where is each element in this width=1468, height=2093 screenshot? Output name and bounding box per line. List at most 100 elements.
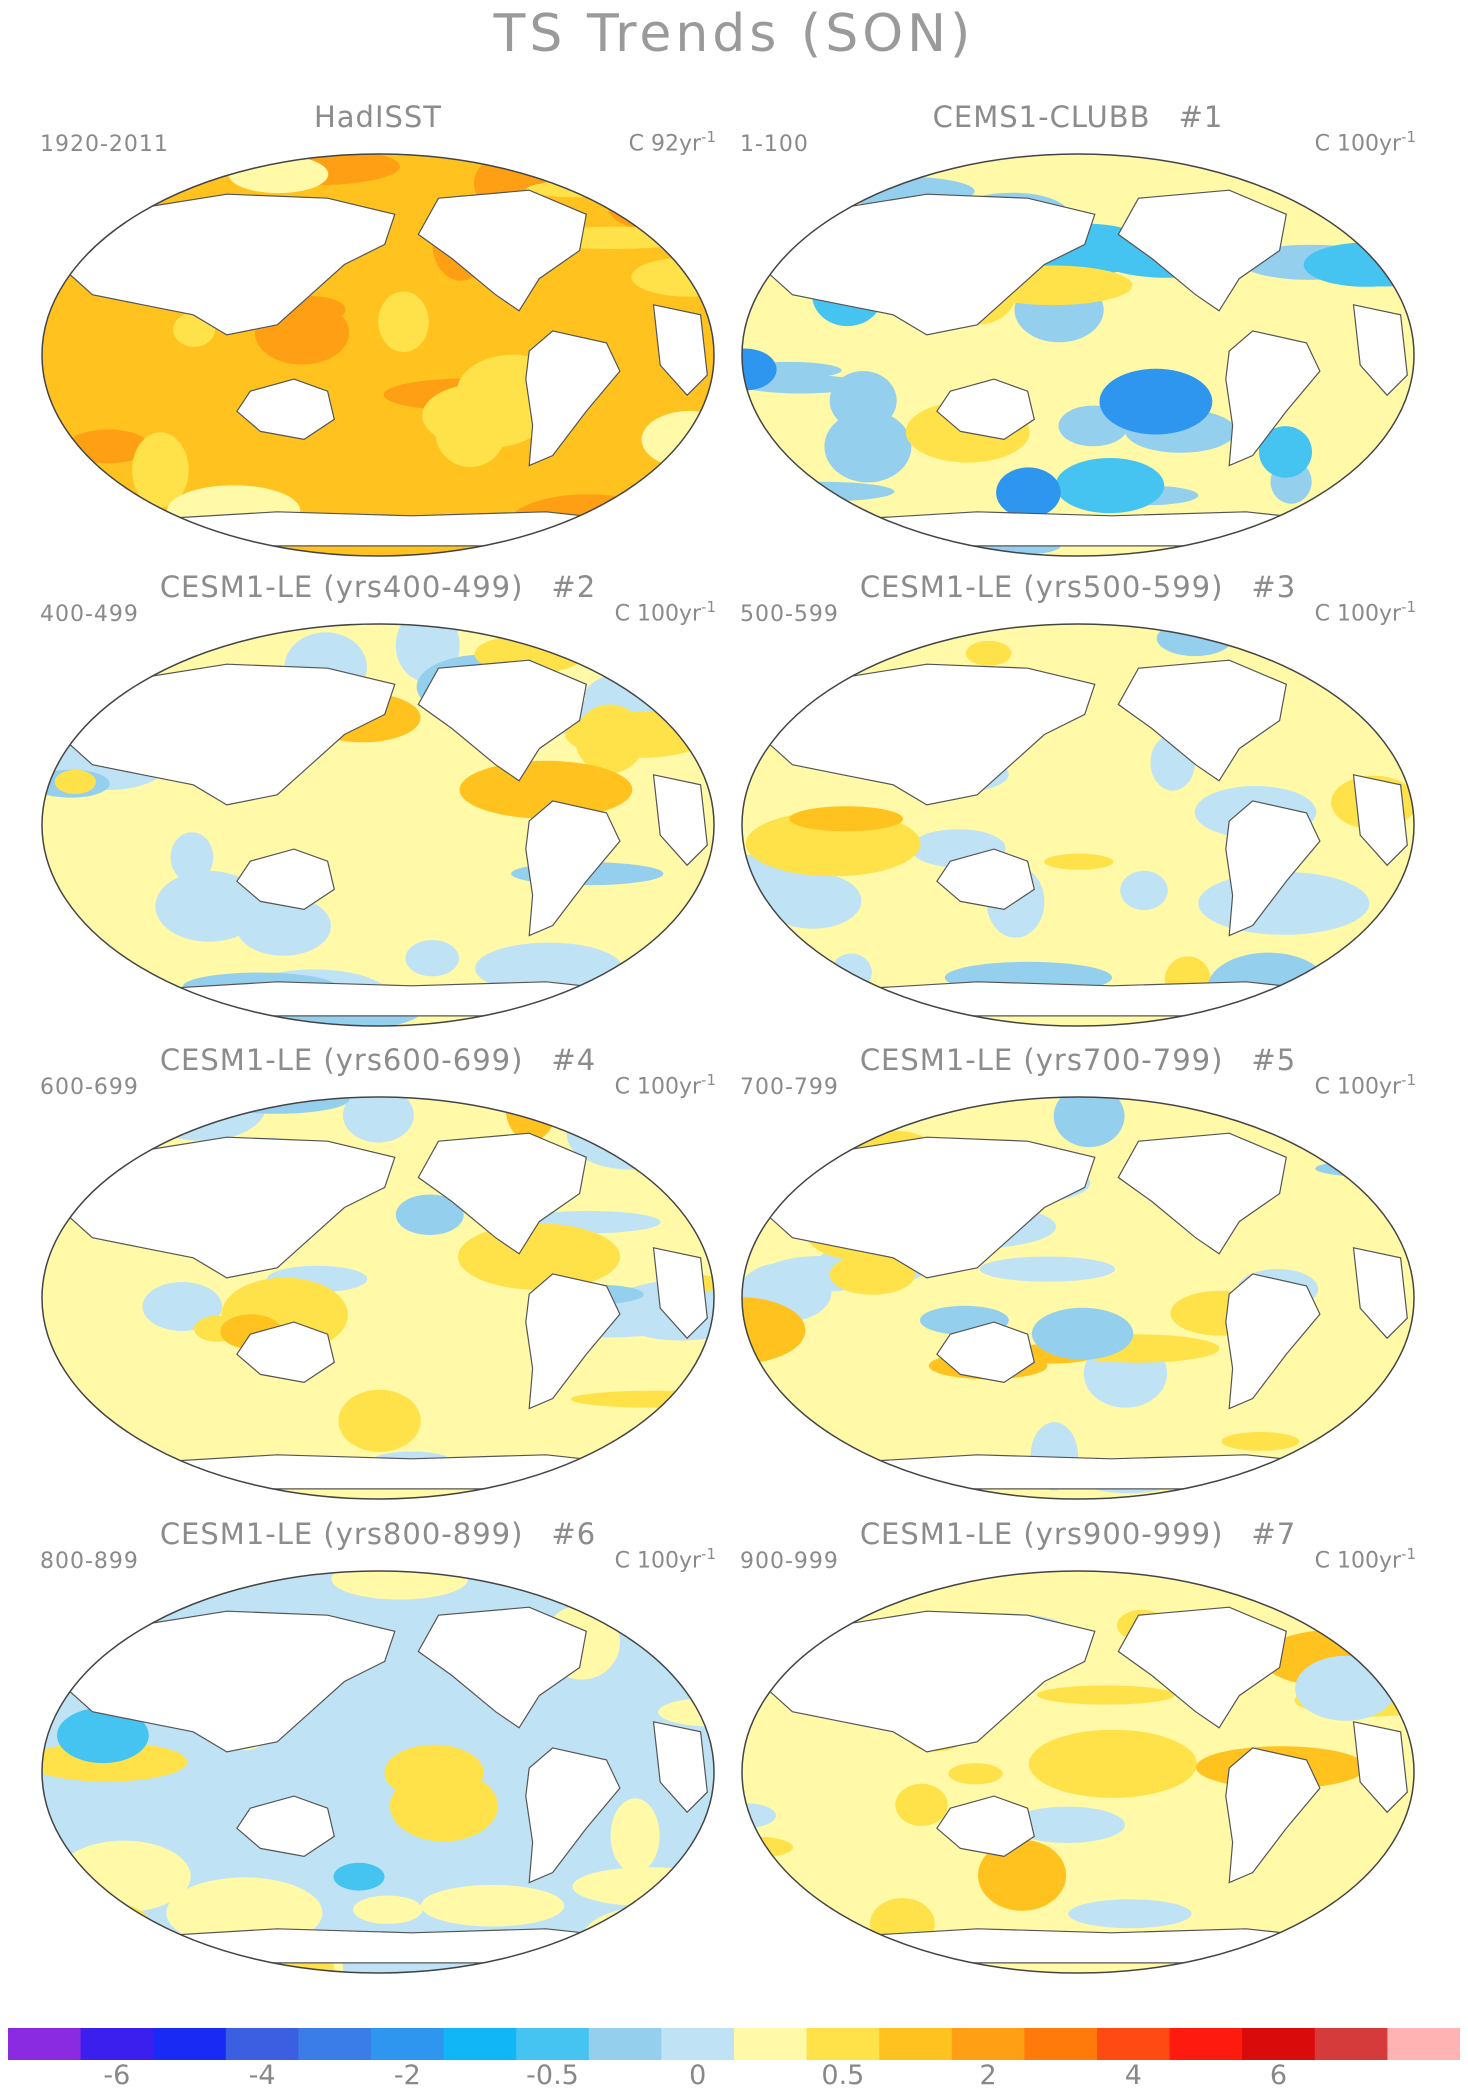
colorbar-swatch: [951, 2028, 1025, 2060]
landmass: [1117, 1132, 1287, 1255]
trend-contour: [1053, 1097, 1125, 1148]
landmass: [58, 193, 396, 336]
landmass: [1117, 659, 1287, 782]
map-panel: CESM1-LE (yrs700-799) #5 700-799 C 100yr-1: [728, 1043, 1428, 1513]
landmass: [525, 330, 621, 467]
landmass: [58, 1136, 396, 1279]
map-outline: [741, 1096, 1415, 1500]
trend-contour: [342, 1097, 414, 1143]
robinson-map: [741, 1096, 1415, 1500]
panel-title: CESM1-LE (yrs600-699) #4: [28, 1043, 728, 1077]
landmass: [936, 1321, 1035, 1384]
panel-number: #4: [551, 1043, 597, 1077]
trend-contour: [565, 711, 711, 758]
landmass: [236, 378, 335, 441]
trend-contour: [1221, 1432, 1300, 1451]
panel-units: C 100yr-1: [1314, 1545, 1416, 1574]
panel-units: C 100yr-1: [1314, 1071, 1416, 1100]
trend-contour: [1156, 624, 1233, 657]
landmass: [525, 800, 621, 937]
landmass: [652, 1721, 708, 1814]
panel-period: 600-699: [40, 1075, 139, 1100]
landmass: [58, 1610, 396, 1753]
trend-contour: [67, 429, 150, 464]
trend-contour: [155, 870, 263, 942]
landmass: [758, 193, 1096, 336]
landmass: [1225, 330, 1321, 467]
map-outline: [41, 1570, 715, 1974]
trend-contour: [378, 291, 429, 353]
trend-contour: [228, 155, 329, 194]
trend-contour: [572, 1867, 714, 1907]
colorbar-swatch: [153, 2028, 227, 2060]
robinson-map: [41, 1570, 715, 1974]
landmass: [1117, 1606, 1287, 1729]
colorbar-tick-label: 6: [1269, 2060, 1288, 2091]
colorbar-swatch: [225, 2028, 299, 2060]
landmass: [1117, 189, 1287, 312]
colorbar-tick-label: 0.5: [821, 2060, 865, 2091]
trend-contour: [742, 1297, 806, 1364]
panel-period: 700-799: [740, 1075, 839, 1100]
trend-contour: [829, 1254, 915, 1295]
map-panel: CESM1-LE (yrs800-899) #6 800-899 C 100yr-1: [28, 1517, 728, 1987]
panel-title: CESM1-LE (yrs800-899) #6: [28, 1517, 728, 1551]
trend-contour: [1036, 1685, 1175, 1705]
landmass: [525, 1273, 621, 1410]
panel-units: C 100yr-1: [1314, 598, 1416, 627]
trend-contour: [996, 467, 1061, 518]
trend-contour: [1028, 1729, 1197, 1798]
trend-contour: [978, 1839, 1067, 1911]
trend-contour: [1294, 624, 1414, 659]
trend-contour: [333, 1862, 385, 1891]
trend-contour: [42, 154, 90, 174]
robinson-map: [41, 623, 715, 1027]
panel-title-text: CESM1-LE (yrs800-899): [159, 1517, 524, 1551]
robinson-map: [741, 153, 1415, 557]
colorbar-swatch: [734, 2028, 808, 2060]
trend-contour: [1068, 1899, 1192, 1929]
trend-contour: [99, 624, 244, 648]
panel-title-text: CESM1-LE (yrs500-599): [859, 570, 1224, 604]
landmass: [417, 189, 587, 312]
trend-contour: [132, 432, 189, 508]
landmass: [652, 1247, 708, 1340]
trend-contour: [1031, 1307, 1134, 1360]
trend-contour: [457, 1223, 621, 1290]
colorbar-swatch: [298, 2028, 372, 2060]
landmass: [417, 1606, 587, 1729]
panel-title: CESM1-LE (yrs400-499) #2: [28, 570, 728, 604]
colorbar-swatch: [1387, 2028, 1460, 2060]
trend-contour: [170, 832, 214, 883]
panel-units: C 100yr-1: [614, 1071, 716, 1100]
landmass: [936, 1795, 1035, 1858]
colorbar: [8, 2028, 1460, 2060]
colorbar-swatch: [1314, 2028, 1388, 2060]
panel-units: C 92yr-1: [628, 128, 716, 157]
landmass: [1352, 1721, 1408, 1814]
trend-contour: [824, 410, 912, 483]
robinson-map: [741, 1570, 1415, 1974]
robinson-map: [741, 623, 1415, 1027]
panel-units: C 100yr-1: [1314, 128, 1416, 157]
panel-title: CEMS1-CLUBB #1: [728, 100, 1428, 134]
map-panel: CESM1-LE (yrs900-999) #7 900-999 C 100yr-1: [728, 1517, 1428, 1987]
trend-contour: [1099, 368, 1213, 435]
trend-contour: [55, 530, 177, 549]
map-panel: HadISST 1920-2011 C 92yr-1: [28, 100, 728, 570]
panel-period: 1-100: [740, 132, 809, 157]
map-outline: [41, 623, 715, 1027]
landmass: [652, 774, 708, 867]
trend-contour: [42, 502, 114, 556]
trend-contour: [895, 1783, 948, 1826]
trend-contour: [389, 1770, 498, 1842]
figure-title: TS Trends (SON): [493, 4, 975, 64]
trend-contour: [338, 1389, 421, 1452]
trend-contour: [1354, 696, 1414, 718]
trend-contour: [50, 1109, 97, 1172]
landmass: [236, 1321, 335, 1384]
colorbar-tick-label: 2: [979, 2060, 997, 2091]
panel-units: C 100yr-1: [614, 1545, 716, 1574]
trend-contour: [57, 1707, 149, 1764]
trend-contour: [1009, 1806, 1125, 1843]
